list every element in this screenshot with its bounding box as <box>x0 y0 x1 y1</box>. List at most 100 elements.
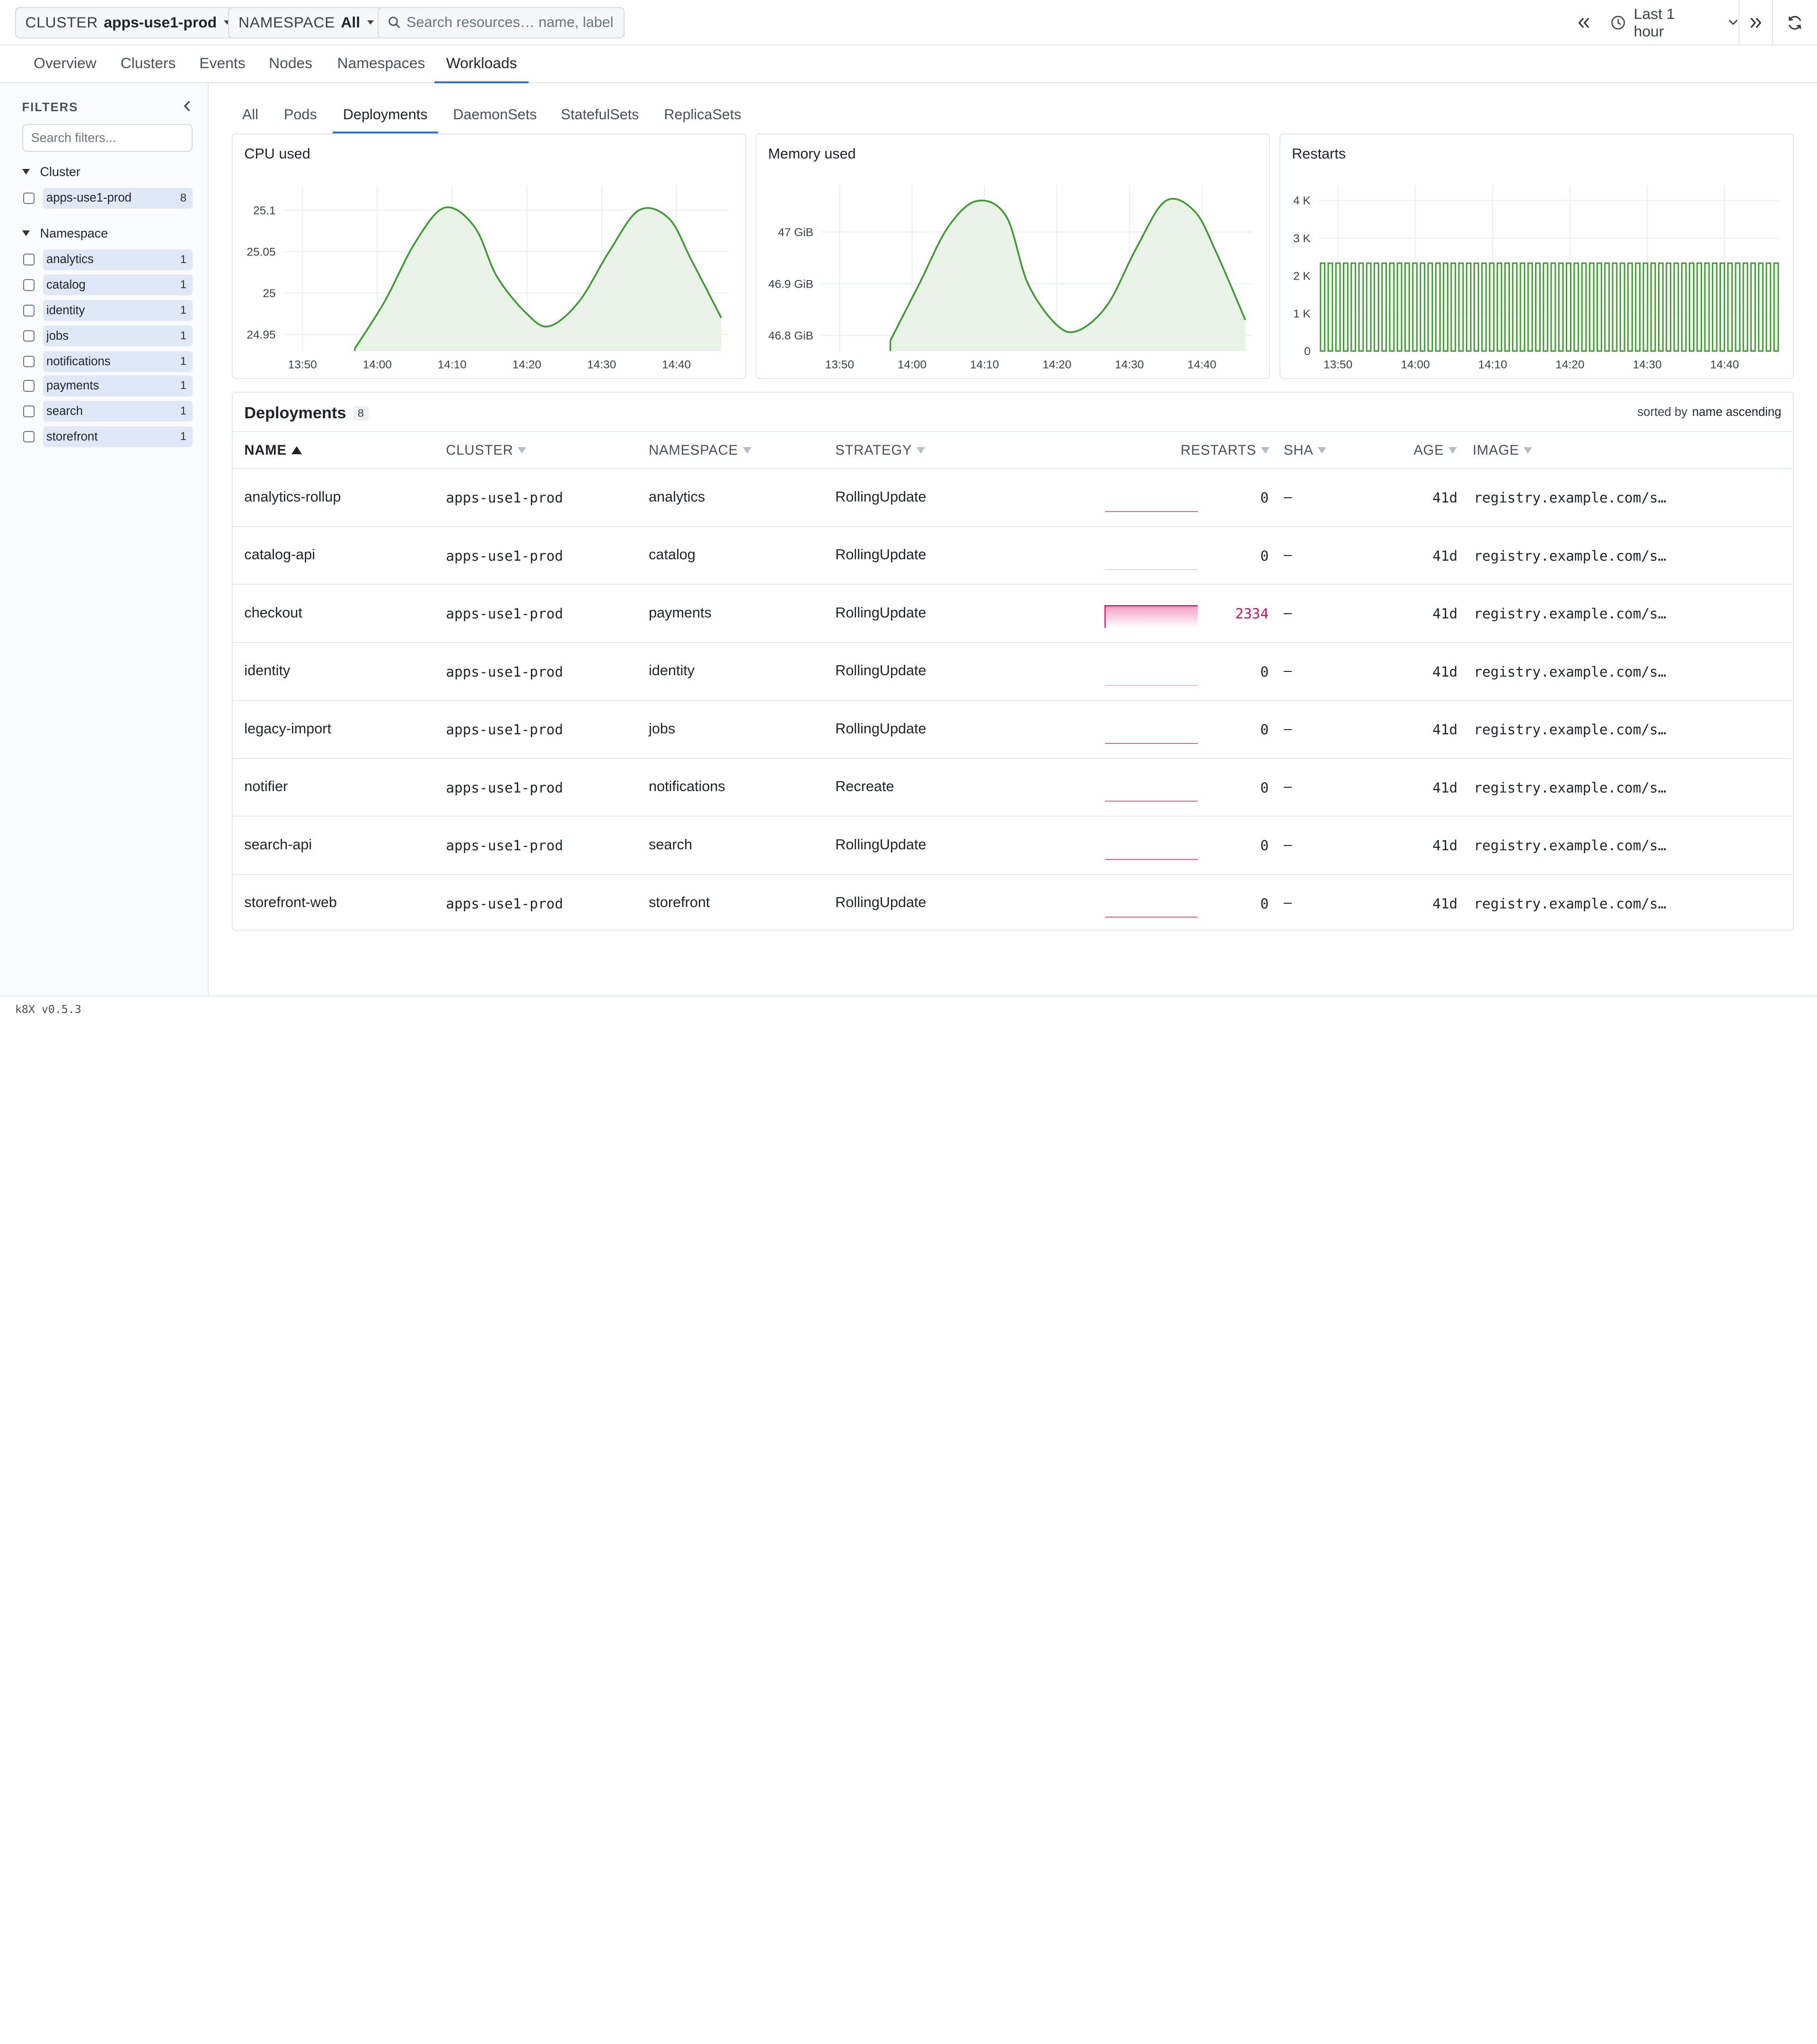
restart-bar <box>1674 263 1678 351</box>
chevrons-left-icon <box>1578 17 1590 28</box>
restart-bar <box>1758 263 1763 351</box>
filter-item-identity[interactable]: identity 1 <box>22 300 193 321</box>
column-header-image[interactable]: IMAGE <box>1473 442 1532 458</box>
filter-item-notifications[interactable]: notifications 1 <box>22 351 193 372</box>
tab-events[interactable]: Events <box>188 45 257 84</box>
y-tick-label: 46.8 GiB <box>768 329 813 342</box>
restarts-sparkline <box>1104 542 1199 570</box>
cell-name: notifier <box>244 778 288 795</box>
cell-image: registry.example.com/s… <box>1474 606 1667 622</box>
resource-search-input[interactable] <box>406 14 621 31</box>
cell-cluster: apps-use1-prod <box>446 722 563 738</box>
filter-item-payments[interactable]: payments 1 <box>22 375 193 396</box>
step-back-button[interactable] <box>1567 0 1601 45</box>
column-header-name[interactable]: NAME <box>244 442 301 458</box>
filter-icon[interactable] <box>1524 447 1532 454</box>
y-tick-label: 25 <box>263 287 275 300</box>
tab-overview[interactable]: Overview <box>22 45 108 84</box>
collapse-sidebar-button[interactable] <box>183 100 191 116</box>
chevron-left-icon <box>183 100 191 112</box>
tab-clusters[interactable]: Clusters <box>109 45 187 84</box>
series-area <box>890 199 1245 351</box>
filter-checkbox[interactable] <box>23 305 35 316</box>
tab-workloads[interactable]: Workloads <box>434 45 529 84</box>
column-header-cluster[interactable]: CLUSTER <box>446 442 526 458</box>
x-tick-label: 13:50 <box>288 358 317 371</box>
filter-item-jobs[interactable]: jobs 1 <box>22 326 193 346</box>
restart-bar <box>1743 263 1747 351</box>
filter-icon[interactable] <box>518 447 526 454</box>
filter-item-label: jobs <box>46 329 69 343</box>
tab-namespaces[interactable]: Namespaces <box>326 45 437 84</box>
column-header-sha[interactable]: SHA <box>1284 442 1326 458</box>
filter-checkbox[interactable] <box>23 356 35 367</box>
chevron-down-icon <box>1728 19 1738 26</box>
restart-bar <box>1420 263 1425 351</box>
column-header-restarts[interactable]: RESTARTS <box>1181 442 1270 458</box>
filter-icon[interactable] <box>1261 447 1270 454</box>
tab-replicasets[interactable]: ReplicaSets <box>653 100 751 133</box>
restart-bar <box>1751 263 1755 351</box>
cell-image: registry.example.com/s… <box>1474 896 1667 912</box>
filter-item-search[interactable]: search 1 <box>22 401 193 422</box>
filter-checkbox[interactable] <box>23 254 35 265</box>
namespace-selector[interactable]: NAMESPACE All <box>228 7 384 38</box>
filters-search-input[interactable] <box>22 124 193 152</box>
restart-bar <box>1535 263 1540 351</box>
column-header-strategy[interactable]: STRATEGY <box>835 442 925 458</box>
filter-checkbox[interactable] <box>23 380 35 391</box>
restart-bar <box>1374 263 1378 351</box>
tab-pods[interactable]: Pods <box>273 100 327 133</box>
tab-daemonsets[interactable]: DaemonSets <box>443 100 547 133</box>
y-tick-label: 2 K <box>1293 270 1311 282</box>
filter-item-catalog[interactable]: catalog 1 <box>22 274 193 295</box>
cell-image: registry.example.com/s… <box>1474 722 1667 738</box>
filter-icon[interactable] <box>917 447 925 454</box>
tab-statefulsets[interactable]: StatefulSets <box>550 100 649 133</box>
column-label: NAMESPACE <box>649 442 738 458</box>
filter-checkbox[interactable] <box>23 193 35 204</box>
filter-checkbox[interactable] <box>23 279 35 291</box>
filter-checkbox[interactable] <box>23 431 35 442</box>
restart-bar <box>1566 263 1570 351</box>
restart-bar <box>1351 263 1355 351</box>
tab-all[interactable]: All <box>232 100 269 133</box>
tab-nodes[interactable]: Nodes <box>257 45 324 84</box>
tab-deployments[interactable]: Deployments <box>333 100 438 133</box>
refresh-button[interactable] <box>1773 0 1817 45</box>
column-header-age[interactable]: AGE <box>1413 442 1457 458</box>
cell-strategy: RollingUpdate <box>835 546 926 563</box>
filters-title: FILTERS <box>22 101 79 115</box>
column-header-namespace[interactable]: NAMESPACE <box>649 442 751 458</box>
filter-checkbox[interactable] <box>23 330 35 342</box>
restarts-sparkline <box>1104 716 1199 744</box>
filter-icon[interactable] <box>743 447 751 454</box>
restart-bar <box>1390 263 1394 351</box>
restart-bar <box>1705 263 1709 351</box>
filter-icon[interactable] <box>1448 447 1457 454</box>
filter-item-analytics[interactable]: analytics 1 <box>22 249 193 270</box>
filter-item-count: 1 <box>180 355 187 368</box>
filter-checkbox[interactable] <box>23 405 35 417</box>
step-forward-button[interactable] <box>1739 0 1772 45</box>
filter-item-apps-use1-prod[interactable]: apps-use1-prod 8 <box>22 188 193 209</box>
time-range-selector[interactable]: Last 1 hour <box>1602 0 1738 45</box>
filter-group-cluster[interactable]: Cluster <box>22 165 80 179</box>
filter-group-namespace[interactable]: Namespace <box>22 226 108 241</box>
chevrons-right-icon <box>1749 17 1762 28</box>
count-badge: 8 <box>353 406 369 421</box>
filter-icon[interactable] <box>1318 447 1326 454</box>
filter-item-storefront[interactable]: storefront 1 <box>22 426 193 447</box>
cluster-selector[interactable]: CLUSTER apps-use1-prod <box>15 7 241 38</box>
resource-search[interactable] <box>378 7 625 38</box>
cell-sha: – <box>1284 605 1292 621</box>
